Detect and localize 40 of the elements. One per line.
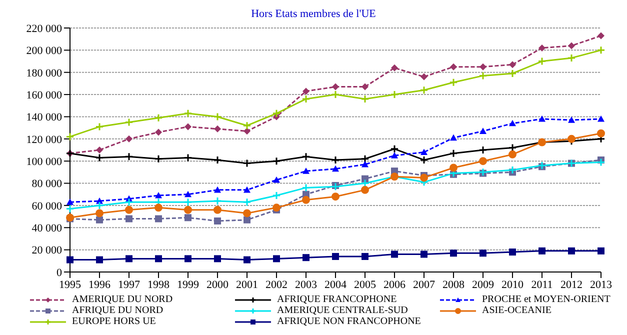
y-tick-label: 80 000 [32,178,62,190]
x-tick-label: 2013 [590,278,612,291]
y-tick-label: 100 000 [26,156,62,168]
legend-label: ASIE-OCEANIE [482,305,552,316]
y-tick-label: 220 000 [26,22,62,35]
x-tick-label: 2008 [442,278,465,291]
y-tick-label: 160 000 [26,89,62,102]
x-tick-label: 1998 [148,278,170,291]
y-tick-label: 200 000 [26,45,62,58]
x-tick-label: 2012 [560,278,582,291]
legend-label: AFRIQUE DU NORD [72,305,164,316]
y-tick-label: 60 000 [32,200,62,212]
x-tick-label: 2002 [266,278,288,291]
x-tick-label: 1997 [118,278,140,291]
x-tick-label: 2005 [354,278,376,291]
y-tick-label: 20 000 [32,244,62,257]
x-tick-label: 2004 [324,278,347,291]
legend-label: AMERIQUE DU NORD [72,294,173,305]
x-tick-label: 2010 [502,278,524,291]
x-tick-label: 2011 [531,278,553,291]
x-tick-label: 2009 [472,278,494,291]
x-tick-label: 1996 [88,278,111,291]
y-tick-label: 180 000 [26,67,62,80]
legend-label: EUROPE HORS UE [72,316,156,327]
legend-label: AFRIQUE NON FRANCOPHONE [277,316,421,327]
chart-title: Hors Etats membres de l'UE [250,8,377,22]
x-tick-label: 1999 [177,278,200,291]
y-tick-label: 120 000 [26,134,62,146]
x-tick-label: 2001 [236,278,258,291]
y-tick-label: 0 [56,266,62,279]
x-tick-label: 2000 [206,278,229,291]
x-tick-label: 1995 [59,278,82,291]
legend-label: AMERIQUE CENTRALE-SUD [277,305,408,316]
y-tick-label: 140 000 [26,112,62,124]
x-tick-label: 2007 [413,278,436,291]
legend-label: AFRIQUE FRANCOPHONE [277,294,397,305]
legend-label: PROCHE et MOYEN-ORIENT [482,294,610,305]
x-tick-label: 2006 [384,278,406,291]
x-tick-label: 2003 [295,278,318,291]
y-tick-label: 40 000 [32,222,62,235]
